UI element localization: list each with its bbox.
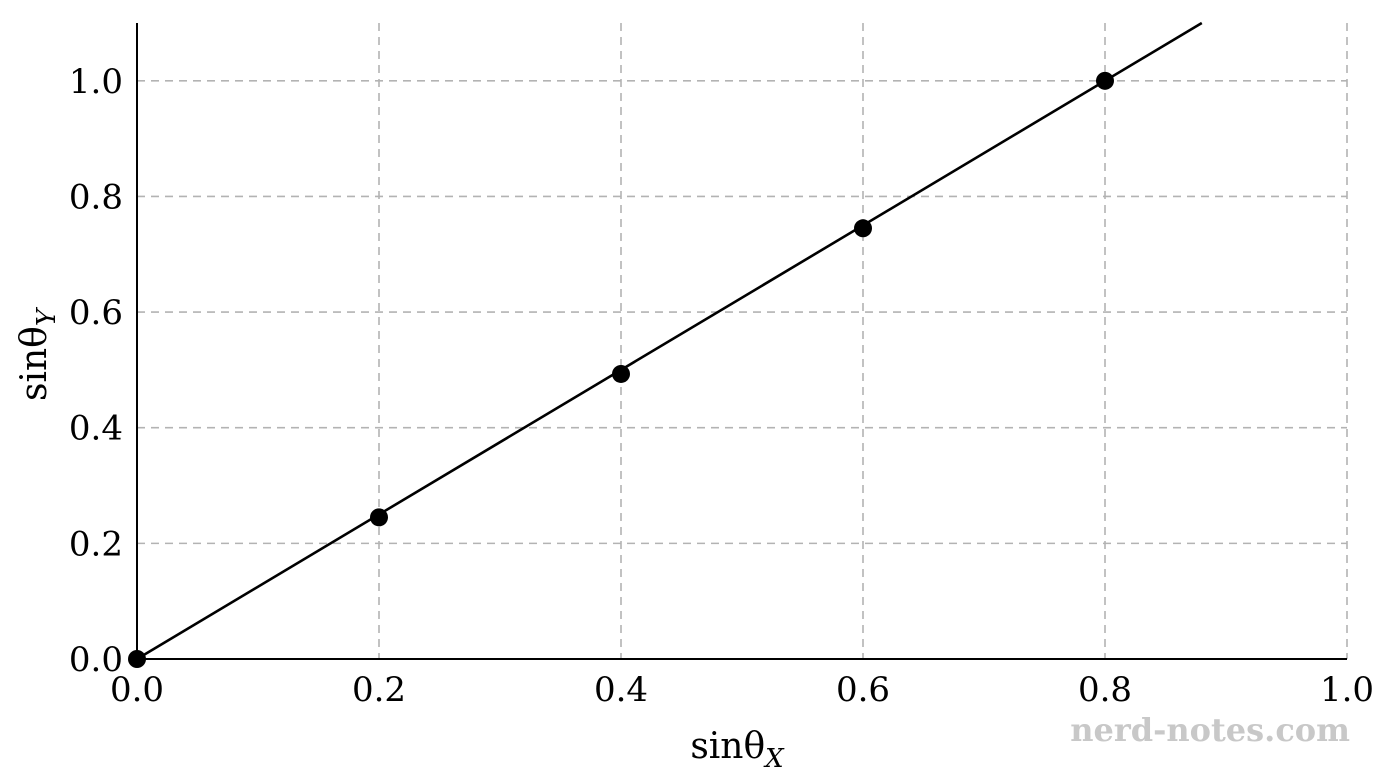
- data-point: [370, 508, 388, 527]
- data-point: [854, 219, 872, 238]
- y-tick-label: 0.8: [69, 177, 123, 217]
- y-axis-label: sinθY: [14, 306, 62, 401]
- grid: [137, 23, 1348, 659]
- data-points: [128, 71, 1114, 668]
- watermark: nerd-notes.com: [1070, 711, 1350, 749]
- tick-labels: 0.0 0.2 0.4 0.6 0.8 1.0 0.0 0.2 0.4 0.6 0.8 1.0: [69, 62, 1374, 710]
- y-tick-label: 1.0: [69, 62, 123, 102]
- x-axis-label: sinθX: [690, 726, 785, 768]
- x-tick-label: 0.6: [836, 670, 890, 710]
- x-tick-label: 0.0: [110, 670, 164, 710]
- y-tick-label: 0.6: [69, 293, 123, 333]
- y-axis-label-base: sinθ: [14, 326, 55, 401]
- y-tick-label: 0.0: [69, 640, 123, 680]
- y-tick-label: 0.4: [69, 409, 123, 449]
- x-tick-label: 0.4: [594, 670, 648, 710]
- x-tick-label: 0.2: [352, 670, 406, 710]
- y-axis-label-sub: Y: [32, 306, 62, 326]
- x-tick-label: 0.8: [1078, 670, 1132, 710]
- data-point: [612, 364, 630, 383]
- fit-line: [136, 21, 1203, 661]
- fit-line-group: [136, 21, 1203, 661]
- data-point: [1096, 71, 1114, 90]
- x-axis-label-sub: X: [763, 744, 785, 768]
- y-tick-label: 0.2: [69, 524, 123, 564]
- axes: [136, 23, 1347, 660]
- x-axis-label-base: sinθ: [690, 726, 765, 767]
- x-tick-label: 1.0: [1320, 670, 1374, 710]
- data-point: [128, 650, 146, 668]
